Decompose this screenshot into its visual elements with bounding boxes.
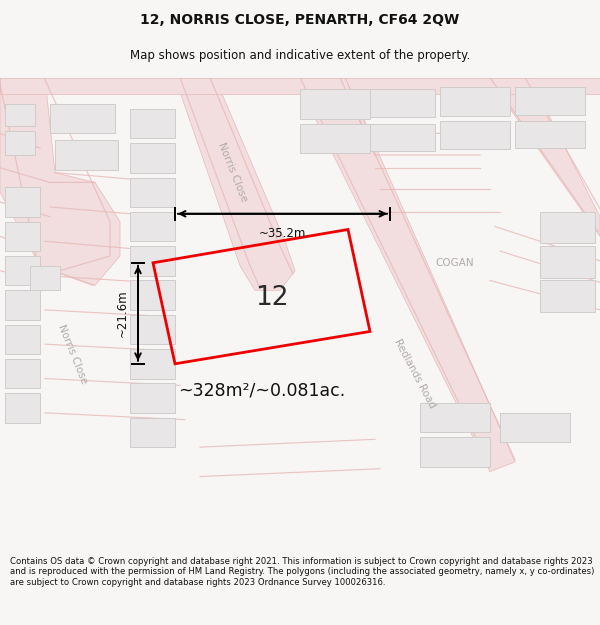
Text: Norris Close: Norris Close (217, 141, 250, 204)
Polygon shape (130, 418, 175, 447)
Polygon shape (370, 124, 435, 151)
Polygon shape (540, 212, 595, 243)
Polygon shape (130, 246, 175, 276)
Polygon shape (300, 89, 370, 119)
Polygon shape (130, 143, 175, 172)
Polygon shape (5, 188, 40, 217)
Polygon shape (500, 413, 570, 442)
Polygon shape (130, 383, 175, 413)
Polygon shape (540, 246, 595, 278)
Polygon shape (515, 121, 585, 148)
Polygon shape (370, 89, 435, 117)
Polygon shape (130, 212, 175, 241)
Text: Contains OS data © Crown copyright and database right 2021. This information is : Contains OS data © Crown copyright and d… (10, 557, 595, 587)
Polygon shape (5, 324, 40, 354)
Polygon shape (420, 438, 490, 467)
Text: ~328m²/~0.081ac.: ~328m²/~0.081ac. (178, 381, 345, 399)
Polygon shape (5, 222, 40, 251)
Polygon shape (0, 78, 600, 94)
Text: Norris Close: Norris Close (56, 323, 89, 385)
Text: Map shows position and indicative extent of the property.: Map shows position and indicative extent… (130, 49, 470, 62)
Polygon shape (5, 359, 40, 388)
Polygon shape (5, 131, 35, 155)
Polygon shape (130, 349, 175, 379)
Polygon shape (440, 88, 510, 116)
Polygon shape (300, 124, 370, 153)
Polygon shape (540, 281, 595, 312)
Polygon shape (0, 78, 120, 286)
Polygon shape (5, 256, 40, 286)
Polygon shape (55, 140, 118, 169)
Text: COGAN: COGAN (436, 258, 475, 268)
Polygon shape (440, 121, 510, 149)
Text: 12: 12 (255, 285, 289, 311)
Text: 12, NORRIS CLOSE, PENARTH, CF64 2QW: 12, NORRIS CLOSE, PENARTH, CF64 2QW (140, 13, 460, 27)
Polygon shape (30, 266, 60, 290)
Polygon shape (5, 393, 40, 422)
Polygon shape (130, 315, 175, 344)
Polygon shape (5, 290, 40, 319)
Polygon shape (50, 104, 115, 133)
Polygon shape (175, 78, 295, 290)
Polygon shape (488, 78, 600, 236)
Polygon shape (420, 403, 490, 432)
Polygon shape (295, 78, 515, 472)
Text: ~35.2m: ~35.2m (259, 227, 306, 240)
Polygon shape (130, 177, 175, 207)
Text: ~21.6m: ~21.6m (115, 289, 128, 337)
Polygon shape (5, 104, 35, 126)
Polygon shape (130, 281, 175, 310)
Text: Redlands Road: Redlands Road (392, 338, 437, 410)
Polygon shape (515, 88, 585, 115)
Polygon shape (130, 109, 175, 138)
